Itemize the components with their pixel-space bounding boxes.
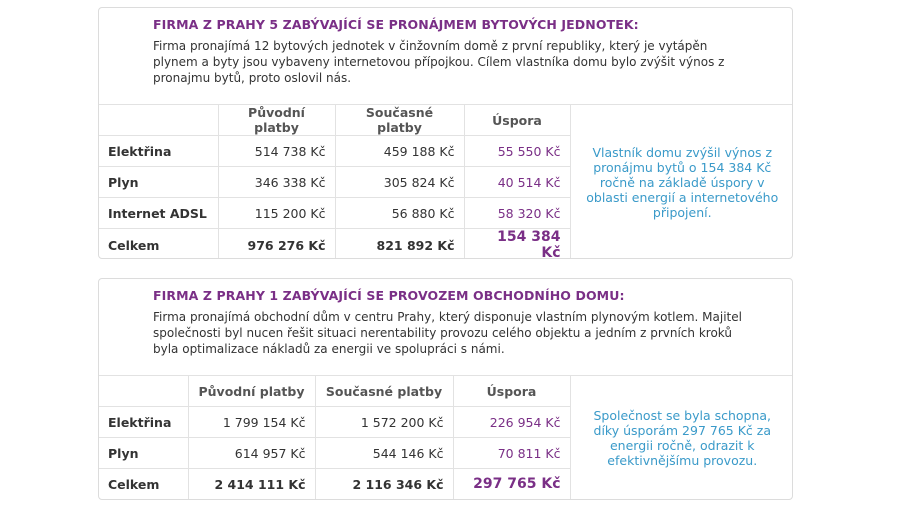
total-current: 2 116 346 Kč bbox=[314, 468, 454, 499]
row-label: Internet ADSL bbox=[99, 197, 219, 229]
saving-value: 58 320 Kč bbox=[463, 197, 570, 229]
total-original: 976 276 Kč bbox=[217, 228, 336, 258]
original-payment: 346 338 Kč bbox=[217, 166, 336, 198]
total-row: Celkem 2 414 111 Kč 2 116 346 Kč 297 765… bbox=[99, 468, 792, 499]
card-header: FIRMA Z PRAHY 5 ZABÝVAJÍCÍ SE PRONÁJMEM … bbox=[99, 8, 792, 86]
current-payment: 544 146 Kč bbox=[314, 437, 454, 469]
table-row: Elektřina 1 799 154 Kč 1 572 200 Kč 226 … bbox=[99, 406, 792, 438]
savings-table: Původní platby Současné platby Úspora Sp… bbox=[99, 375, 792, 499]
column-header-current: Současné platby bbox=[334, 104, 465, 136]
total-row: Celkem 976 276 Kč 821 892 Kč 154 384 Kč bbox=[99, 228, 792, 258]
original-payment: 614 957 Kč bbox=[187, 437, 316, 469]
card-title: FIRMA Z PRAHY 5 ZABÝVAJÍCÍ SE PRONÁJMEM … bbox=[153, 17, 639, 32]
current-payment: 1 572 200 Kč bbox=[314, 406, 454, 438]
original-payment: 514 738 Kč bbox=[217, 135, 336, 167]
column-header-current: Současné platby bbox=[314, 375, 454, 407]
column-header-original: Původní platby bbox=[187, 375, 316, 407]
saving-value: 226 954 Kč bbox=[452, 406, 570, 438]
summary-note: Vlastník domu zvýšil výnos z pronájmu by… bbox=[569, 104, 792, 258]
total-label: Celkem bbox=[99, 228, 219, 258]
row-label: Elektřina bbox=[99, 406, 189, 438]
current-payment: 56 880 Kč bbox=[334, 197, 465, 229]
saving-value: 40 514 Kč bbox=[463, 166, 570, 198]
empty-header-cell bbox=[99, 104, 219, 136]
total-original: 2 414 111 Kč bbox=[187, 468, 316, 499]
current-payment: 459 188 Kč bbox=[334, 135, 465, 167]
original-payment: 1 799 154 Kč bbox=[187, 406, 316, 438]
card-description: Firma pronajímá 12 bytových jednotek v č… bbox=[153, 39, 725, 85]
column-header-saving: Úspora bbox=[463, 104, 571, 136]
original-payment: 115 200 Kč bbox=[217, 197, 336, 229]
column-header-original: Původní platby bbox=[217, 104, 336, 136]
case-study-card-prague5: FIRMA Z PRAHY 5 ZABÝVAJÍCÍ SE PRONÁJMEM … bbox=[98, 7, 793, 259]
summary-note: Společnost se byla schopna, díky úsporám… bbox=[569, 375, 792, 499]
card-header: FIRMA Z PRAHY 1 ZABÝVAJÍCÍ SE PROVOZEM O… bbox=[99, 279, 792, 357]
column-header-saving: Úspora bbox=[452, 375, 571, 407]
row-label: Elektřina bbox=[99, 135, 219, 167]
savings-table: Původní platby Současné platby Úspora Vl… bbox=[99, 104, 792, 258]
row-label: Plyn bbox=[99, 166, 219, 198]
case-study-card-prague1: FIRMA Z PRAHY 1 ZABÝVAJÍCÍ SE PROVOZEM O… bbox=[98, 278, 793, 500]
row-label: Plyn bbox=[99, 437, 189, 469]
total-saving: 297 765 Kč bbox=[452, 468, 570, 499]
saving-value: 55 550 Kč bbox=[463, 135, 570, 167]
table-row: Plyn 346 338 Kč 305 824 Kč 40 514 Kč bbox=[99, 166, 792, 198]
card-description: Firma pronajímá obchodní dům v centru Pr… bbox=[153, 310, 742, 356]
saving-value: 70 811 Kč bbox=[452, 437, 570, 469]
card-title: FIRMA Z PRAHY 1 ZABÝVAJÍCÍ SE PROVOZEM O… bbox=[153, 288, 625, 303]
table-row: Internet ADSL 115 200 Kč 56 880 Kč 58 32… bbox=[99, 197, 792, 229]
total-current: 821 892 Kč bbox=[334, 228, 465, 258]
total-label: Celkem bbox=[99, 468, 189, 499]
empty-header-cell bbox=[99, 375, 189, 407]
current-payment: 305 824 Kč bbox=[334, 166, 465, 198]
total-saving: 154 384 Kč bbox=[463, 228, 570, 258]
